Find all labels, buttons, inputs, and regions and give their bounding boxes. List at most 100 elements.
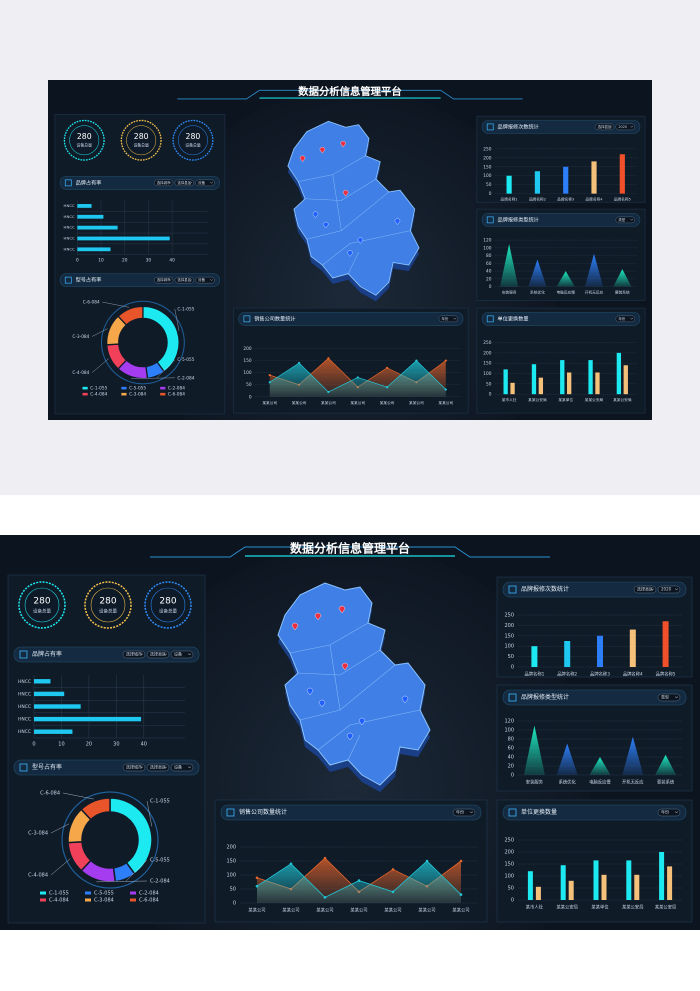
point (327, 390, 330, 394)
legend-label: C-1-055 (49, 891, 69, 897)
legend-swatch (160, 392, 166, 396)
select-arrow (210, 279, 213, 281)
y-tick-label: 80 (486, 253, 492, 259)
title-decoration (177, 89, 523, 100)
callout-label: C-1-055 (150, 799, 170, 805)
x-tick-label: 系统优化 (559, 779, 577, 786)
select[interactable] (615, 216, 635, 224)
bar (626, 860, 632, 900)
select[interactable] (657, 808, 681, 817)
x-tick-label: 某某公司 (452, 908, 469, 914)
bar (634, 874, 640, 900)
map-pin (347, 250, 353, 257)
bar (34, 691, 65, 697)
x-tick-label: 40 (169, 257, 175, 263)
select-label: 类型 (618, 217, 625, 222)
x-tick-label: 20 (86, 742, 92, 748)
callout-label: C-6-084 (40, 791, 60, 797)
y-tick-label: 50 (486, 381, 492, 387)
area-fill (257, 861, 461, 903)
x-tick-label: 某某公司 (292, 400, 307, 405)
legend-swatch (130, 898, 136, 902)
cone (528, 259, 547, 287)
y-tick-label: 150 (226, 859, 236, 865)
select[interactable] (122, 763, 146, 772)
select[interactable] (153, 276, 174, 284)
x-tick-label: 某某公司 (248, 908, 265, 914)
select-label: 设备 (198, 180, 205, 185)
select-arrow (189, 279, 193, 281)
y-tick-label: 0 (511, 665, 514, 671)
map-pin (314, 612, 322, 621)
map-pin (312, 211, 319, 219)
select[interactable] (633, 585, 657, 594)
select[interactable] (174, 179, 194, 187)
x-tick-label: 开机无反应 (585, 290, 604, 295)
select-label: 年份 (456, 809, 464, 815)
gauge-value: 280 (159, 597, 176, 607)
select[interactable] (452, 808, 476, 817)
select[interactable] (615, 315, 635, 323)
select-arrow (168, 181, 172, 184)
map-pin (306, 687, 314, 696)
y-tick-label: HNCC (18, 704, 31, 710)
panel-header (481, 312, 641, 326)
y-tick-label: 200 (483, 155, 491, 161)
select-arrow (674, 588, 679, 591)
select-label: 选择县区 (637, 586, 653, 592)
y-tick-label: 150 (483, 164, 491, 170)
point (323, 896, 327, 899)
bar (527, 871, 533, 900)
gauge-value: 280 (186, 132, 201, 141)
y-tick-label: HNCC (64, 235, 75, 240)
callout-line (102, 301, 129, 308)
select[interactable] (174, 276, 194, 284)
select[interactable] (170, 650, 194, 659)
header-icon (226, 808, 235, 817)
select[interactable] (122, 650, 146, 659)
legend-label: C-5-055 (129, 386, 146, 392)
select[interactable] (615, 123, 635, 131)
x-tick-label: 30 (113, 742, 119, 748)
select[interactable] (146, 763, 170, 772)
y-tick-label: 200 (504, 623, 514, 629)
select-label: 年份 (441, 316, 448, 321)
x-tick-label: 某某公司 (282, 908, 299, 914)
select[interactable] (594, 123, 615, 131)
panel-header (502, 689, 687, 706)
select[interactable] (195, 276, 215, 284)
y-tick-label: 200 (243, 346, 251, 352)
select[interactable] (195, 179, 215, 187)
select-label: 选择县区 (150, 764, 166, 770)
y-tick-label: 20 (508, 764, 514, 770)
x-tick-label: 0 (32, 742, 35, 748)
select[interactable] (438, 315, 459, 323)
select[interactable] (153, 179, 174, 187)
map-pin (341, 662, 349, 671)
legend-swatch (82, 386, 88, 390)
x-tick-label: 电脑反应慢 (589, 779, 611, 786)
header-icon (508, 693, 517, 702)
point (459, 893, 463, 896)
bar (623, 365, 628, 395)
x-tick-label: 某某公司 (350, 400, 365, 405)
header-icon (508, 585, 517, 594)
callout-line (50, 823, 70, 834)
callout-line (50, 858, 71, 876)
header-icon (64, 179, 72, 187)
select[interactable] (657, 585, 681, 594)
map-pin (319, 147, 326, 154)
x-tick-label: 某某公安局 (622, 904, 643, 911)
y-tick-label: 60 (486, 261, 492, 267)
select[interactable] (170, 763, 194, 772)
y-tick-label: 100 (483, 245, 491, 251)
bar (629, 629, 636, 667)
gauge-value: 280 (33, 597, 50, 607)
point (444, 359, 447, 362)
select-label: 选择城市 (157, 180, 171, 185)
y-tick-label: 0 (511, 898, 514, 904)
bar (77, 236, 170, 241)
select[interactable] (146, 650, 170, 659)
select[interactable] (657, 693, 681, 702)
